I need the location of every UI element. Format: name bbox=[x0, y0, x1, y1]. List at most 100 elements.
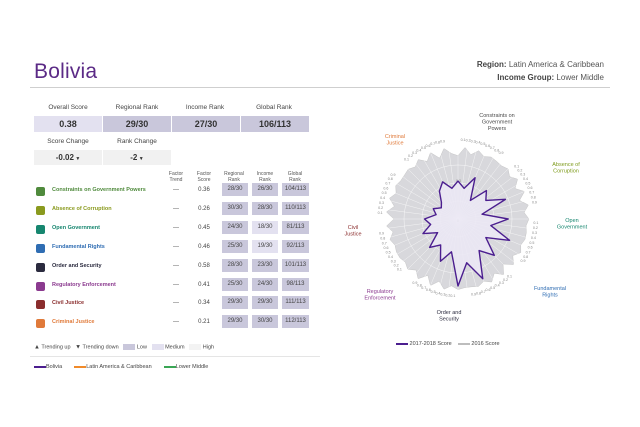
global-rank-cell: 112/113 bbox=[282, 315, 309, 328]
radar-tick-label: 0.7 bbox=[481, 290, 486, 294]
open-book-icon bbox=[36, 225, 45, 234]
factor-label: Regulatory Enforcement bbox=[52, 282, 116, 288]
radar-spoke bbox=[457, 218, 478, 292]
radar-spoke bbox=[457, 218, 518, 265]
income-rank-cell: 28/30 bbox=[252, 202, 278, 215]
radar-category-label: Order and bbox=[437, 310, 462, 316]
global-rank-cell: 92/113 bbox=[282, 240, 309, 253]
radar-spoke bbox=[438, 146, 459, 220]
radar-tick-label: 0.9 bbox=[532, 200, 537, 204]
radar-tick-label: 0.3 bbox=[440, 293, 445, 297]
regional-rank-value: 29/30 bbox=[103, 116, 171, 132]
header-global-rank: Global Rank bbox=[287, 171, 303, 183]
overall-score-label: Overall Score bbox=[48, 104, 88, 111]
radar-tick-label: 0.7 bbox=[526, 250, 531, 254]
radar-category-label: Criminal bbox=[385, 134, 405, 140]
radar-spoke bbox=[429, 218, 459, 289]
regional-rank-cell: 25/30 bbox=[222, 240, 248, 253]
radar-tick-label: 0.1 bbox=[507, 275, 512, 279]
overall-score-value: 0.38 bbox=[34, 116, 102, 132]
regional-rank-cell: 29/30 bbox=[222, 315, 248, 328]
regional-rank-cell: 28/30 bbox=[222, 183, 248, 196]
radar-category-label: Powers bbox=[488, 126, 507, 132]
radar-tick-label: 0.8 bbox=[417, 284, 422, 288]
radar-tick-label: 0.1 bbox=[397, 267, 402, 271]
radar-tick-label: 0.8 bbox=[531, 196, 536, 200]
factor-score: 0.41 bbox=[198, 282, 210, 288]
radar-category-label: Regulatory bbox=[367, 289, 394, 295]
radar-spoke bbox=[438, 218, 459, 292]
radar-spoke bbox=[457, 218, 523, 257]
radar-tick-label: 0.8 bbox=[388, 177, 393, 181]
radar-tick-label: 0.2 bbox=[466, 139, 471, 143]
radar-tick-label: 0.4 bbox=[380, 196, 385, 200]
radar-category-label: Rights bbox=[542, 293, 558, 299]
radar-tick-label: 0.3 bbox=[532, 231, 537, 235]
radar-tick-label: 0.4 bbox=[388, 255, 393, 259]
radar-tick-label: 0.2 bbox=[378, 206, 383, 210]
radar-spoke bbox=[457, 218, 504, 279]
radar-tick-label: 0.5 bbox=[490, 286, 495, 290]
global-rank-cell: 110/113 bbox=[282, 202, 309, 215]
radar-spoke bbox=[457, 149, 487, 220]
radar-ring bbox=[439, 200, 477, 238]
income-rank-label: Income Rank bbox=[185, 104, 225, 111]
radar-tick-label: 0.8 bbox=[476, 291, 481, 295]
factor-score: 0.34 bbox=[198, 300, 210, 306]
score-change-label: Score Change bbox=[47, 138, 89, 145]
radar-spoke bbox=[457, 199, 531, 220]
radar-spoke bbox=[457, 159, 504, 220]
radar-spoke bbox=[412, 159, 459, 220]
low-swatch bbox=[123, 344, 136, 350]
handcuffs-icon bbox=[36, 319, 45, 328]
income-rank-cell: 18/30 bbox=[252, 221, 278, 234]
factor-trend: — bbox=[173, 319, 179, 325]
legend-swatch bbox=[34, 365, 46, 368]
header-factor-score: Factor Score bbox=[196, 171, 212, 183]
radar-spoke bbox=[385, 218, 459, 239]
radar-tick-label: 0.6 bbox=[384, 246, 389, 250]
regional-rank-cell: 29/30 bbox=[222, 296, 248, 309]
radar-tick-label: 0.9 bbox=[412, 281, 417, 285]
factor-score: 0.58 bbox=[198, 263, 210, 269]
regional-rank-label: Regional Rank bbox=[115, 104, 159, 111]
radar-tick-label: 0.5 bbox=[431, 290, 436, 294]
regional-rank-cell: 24/30 bbox=[222, 221, 248, 234]
radar-tick-label: 0.7 bbox=[430, 142, 435, 146]
rank-change-value: -2 ▼ bbox=[103, 150, 171, 165]
landmark-icon bbox=[36, 187, 45, 196]
radar-tick-label: 0.6 bbox=[425, 144, 430, 148]
radar-tick-label: 0.8 bbox=[380, 236, 385, 240]
regional-rank-cell: 28/30 bbox=[222, 259, 248, 272]
factor-trend: — bbox=[173, 263, 179, 269]
arrow-down-icon: ▼ bbox=[137, 156, 144, 162]
radar-tick-label: 0.4 bbox=[531, 236, 536, 240]
radar-spoke bbox=[385, 199, 459, 220]
income-label: Income Group: bbox=[497, 73, 555, 82]
radar-tick-label: 0.5 bbox=[525, 181, 530, 185]
radar-tick-label: 0.3 bbox=[379, 201, 384, 205]
radar-spoke bbox=[429, 149, 459, 220]
factor-trend: — bbox=[173, 300, 179, 306]
regional-rank-cell: 30/30 bbox=[222, 202, 248, 215]
radar-tick-label: 0.2 bbox=[408, 154, 413, 158]
radar-tick-label: 0.4 bbox=[523, 177, 528, 181]
radar-tick-label: 0.6 bbox=[485, 144, 490, 148]
radar-2016-area bbox=[386, 147, 530, 290]
radar-spoke bbox=[457, 165, 512, 220]
radar-tick-label: 0.3 bbox=[412, 151, 417, 155]
radar-category-label: Corruption bbox=[553, 169, 579, 175]
global-rank-cell: 111/113 bbox=[282, 296, 309, 309]
radar-tick-label: 0.9 bbox=[390, 173, 395, 177]
radar-category-label: Security bbox=[439, 317, 459, 323]
radar-tick-label: 0.2 bbox=[533, 226, 538, 230]
radar-tick-label: 0.4 bbox=[435, 291, 440, 295]
header-regional-rank: Regional Rank bbox=[224, 171, 244, 183]
radar-tick-label: 0.8 bbox=[435, 141, 440, 145]
radar-ring bbox=[421, 182, 495, 256]
medium-swatch bbox=[151, 344, 164, 350]
radar-spoke bbox=[398, 218, 459, 265]
radar-tick-label: 0.1 bbox=[378, 211, 383, 215]
radar-tick-label: 0.4 bbox=[416, 149, 421, 153]
radar-ring bbox=[385, 146, 531, 292]
